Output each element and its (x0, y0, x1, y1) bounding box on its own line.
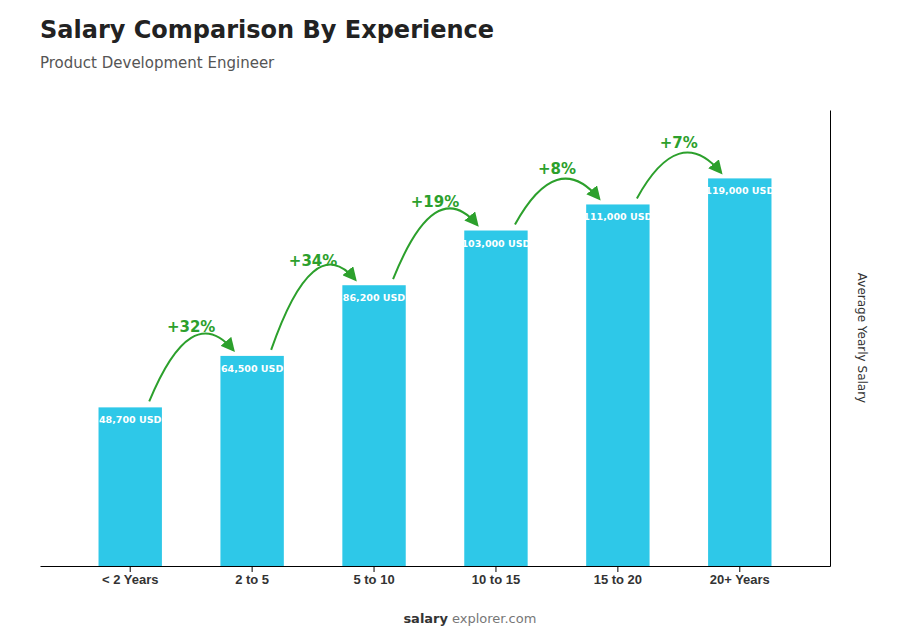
y-axis (830, 111, 831, 567)
chart: Salary Comparison By Experience Product D… (0, 0, 900, 641)
x-tick-mark (252, 566, 253, 572)
change-label: +34% (289, 252, 337, 270)
bar (342, 285, 405, 566)
y-axis-label: Average Yearly Salary (855, 273, 869, 403)
x-tick-label: 20+ Years (710, 572, 770, 587)
x-tick-label: 10 to 15 (472, 572, 520, 587)
watermark-bold: salary (403, 611, 448, 626)
data-label: 103,000 USD (461, 238, 530, 249)
x-tick-label: 5 to 10 (353, 572, 394, 587)
x-tick: 15 to 20 (594, 566, 642, 587)
change-label: +32% (167, 318, 215, 336)
change-arrow (393, 208, 477, 279)
subtitle: Product Development Engineer (40, 54, 275, 72)
bar (708, 178, 771, 566)
data-label: 119,000 USD (705, 185, 774, 196)
x-tick-label: 2 to 5 (235, 572, 269, 587)
x-tick-mark (495, 566, 496, 572)
x-tick: < 2 Years (102, 566, 159, 587)
title: Salary Comparison By Experience (40, 16, 494, 44)
x-tick-mark (374, 566, 375, 572)
data-label: 111,000 USD (583, 211, 652, 222)
change-label: +8% (538, 160, 576, 178)
x-axis: < 2 Years 2 to 5 5 to 10 10 to 15 15 to 20 20… (41, 566, 831, 587)
x-tick-mark (130, 566, 131, 572)
change-arrow (271, 265, 355, 350)
data-labels: 48,700 USD 64,500 USD 86,200 USD 103,000 US… (99, 185, 774, 425)
bars (99, 178, 772, 566)
watermark-normal: explorer.com (452, 611, 536, 626)
x-tick: 20+ Years (710, 566, 770, 587)
x-axis-line (41, 566, 831, 567)
data-label: 64,500 USD (221, 363, 284, 374)
change-label: +7% (660, 134, 698, 152)
bar (464, 231, 527, 566)
x-tick-mark (739, 566, 740, 572)
bar (99, 407, 162, 566)
x-tick-mark (617, 566, 618, 572)
x-tick: 5 to 10 (353, 566, 394, 587)
y-axis-line (830, 111, 831, 567)
change-label: +19% (411, 193, 459, 211)
x-tick-label: < 2 Years (102, 572, 159, 587)
change-arrow (149, 333, 233, 401)
change-arrow (515, 179, 599, 225)
x-tick: 2 to 5 (235, 566, 269, 587)
x-tick-label: 15 to 20 (594, 572, 642, 587)
x-tick: 10 to 15 (472, 566, 520, 587)
bar (586, 204, 649, 566)
bar (220, 356, 283, 566)
plot: < 2 Years 2 to 5 5 to 10 10 to 15 15 to 20 20… (41, 111, 831, 588)
data-label: 48,700 USD (99, 414, 162, 425)
data-label: 86,200 USD (343, 292, 406, 303)
change-arrow (637, 153, 721, 199)
annotations: +32% +34% +19% +8% +7% (149, 134, 721, 401)
